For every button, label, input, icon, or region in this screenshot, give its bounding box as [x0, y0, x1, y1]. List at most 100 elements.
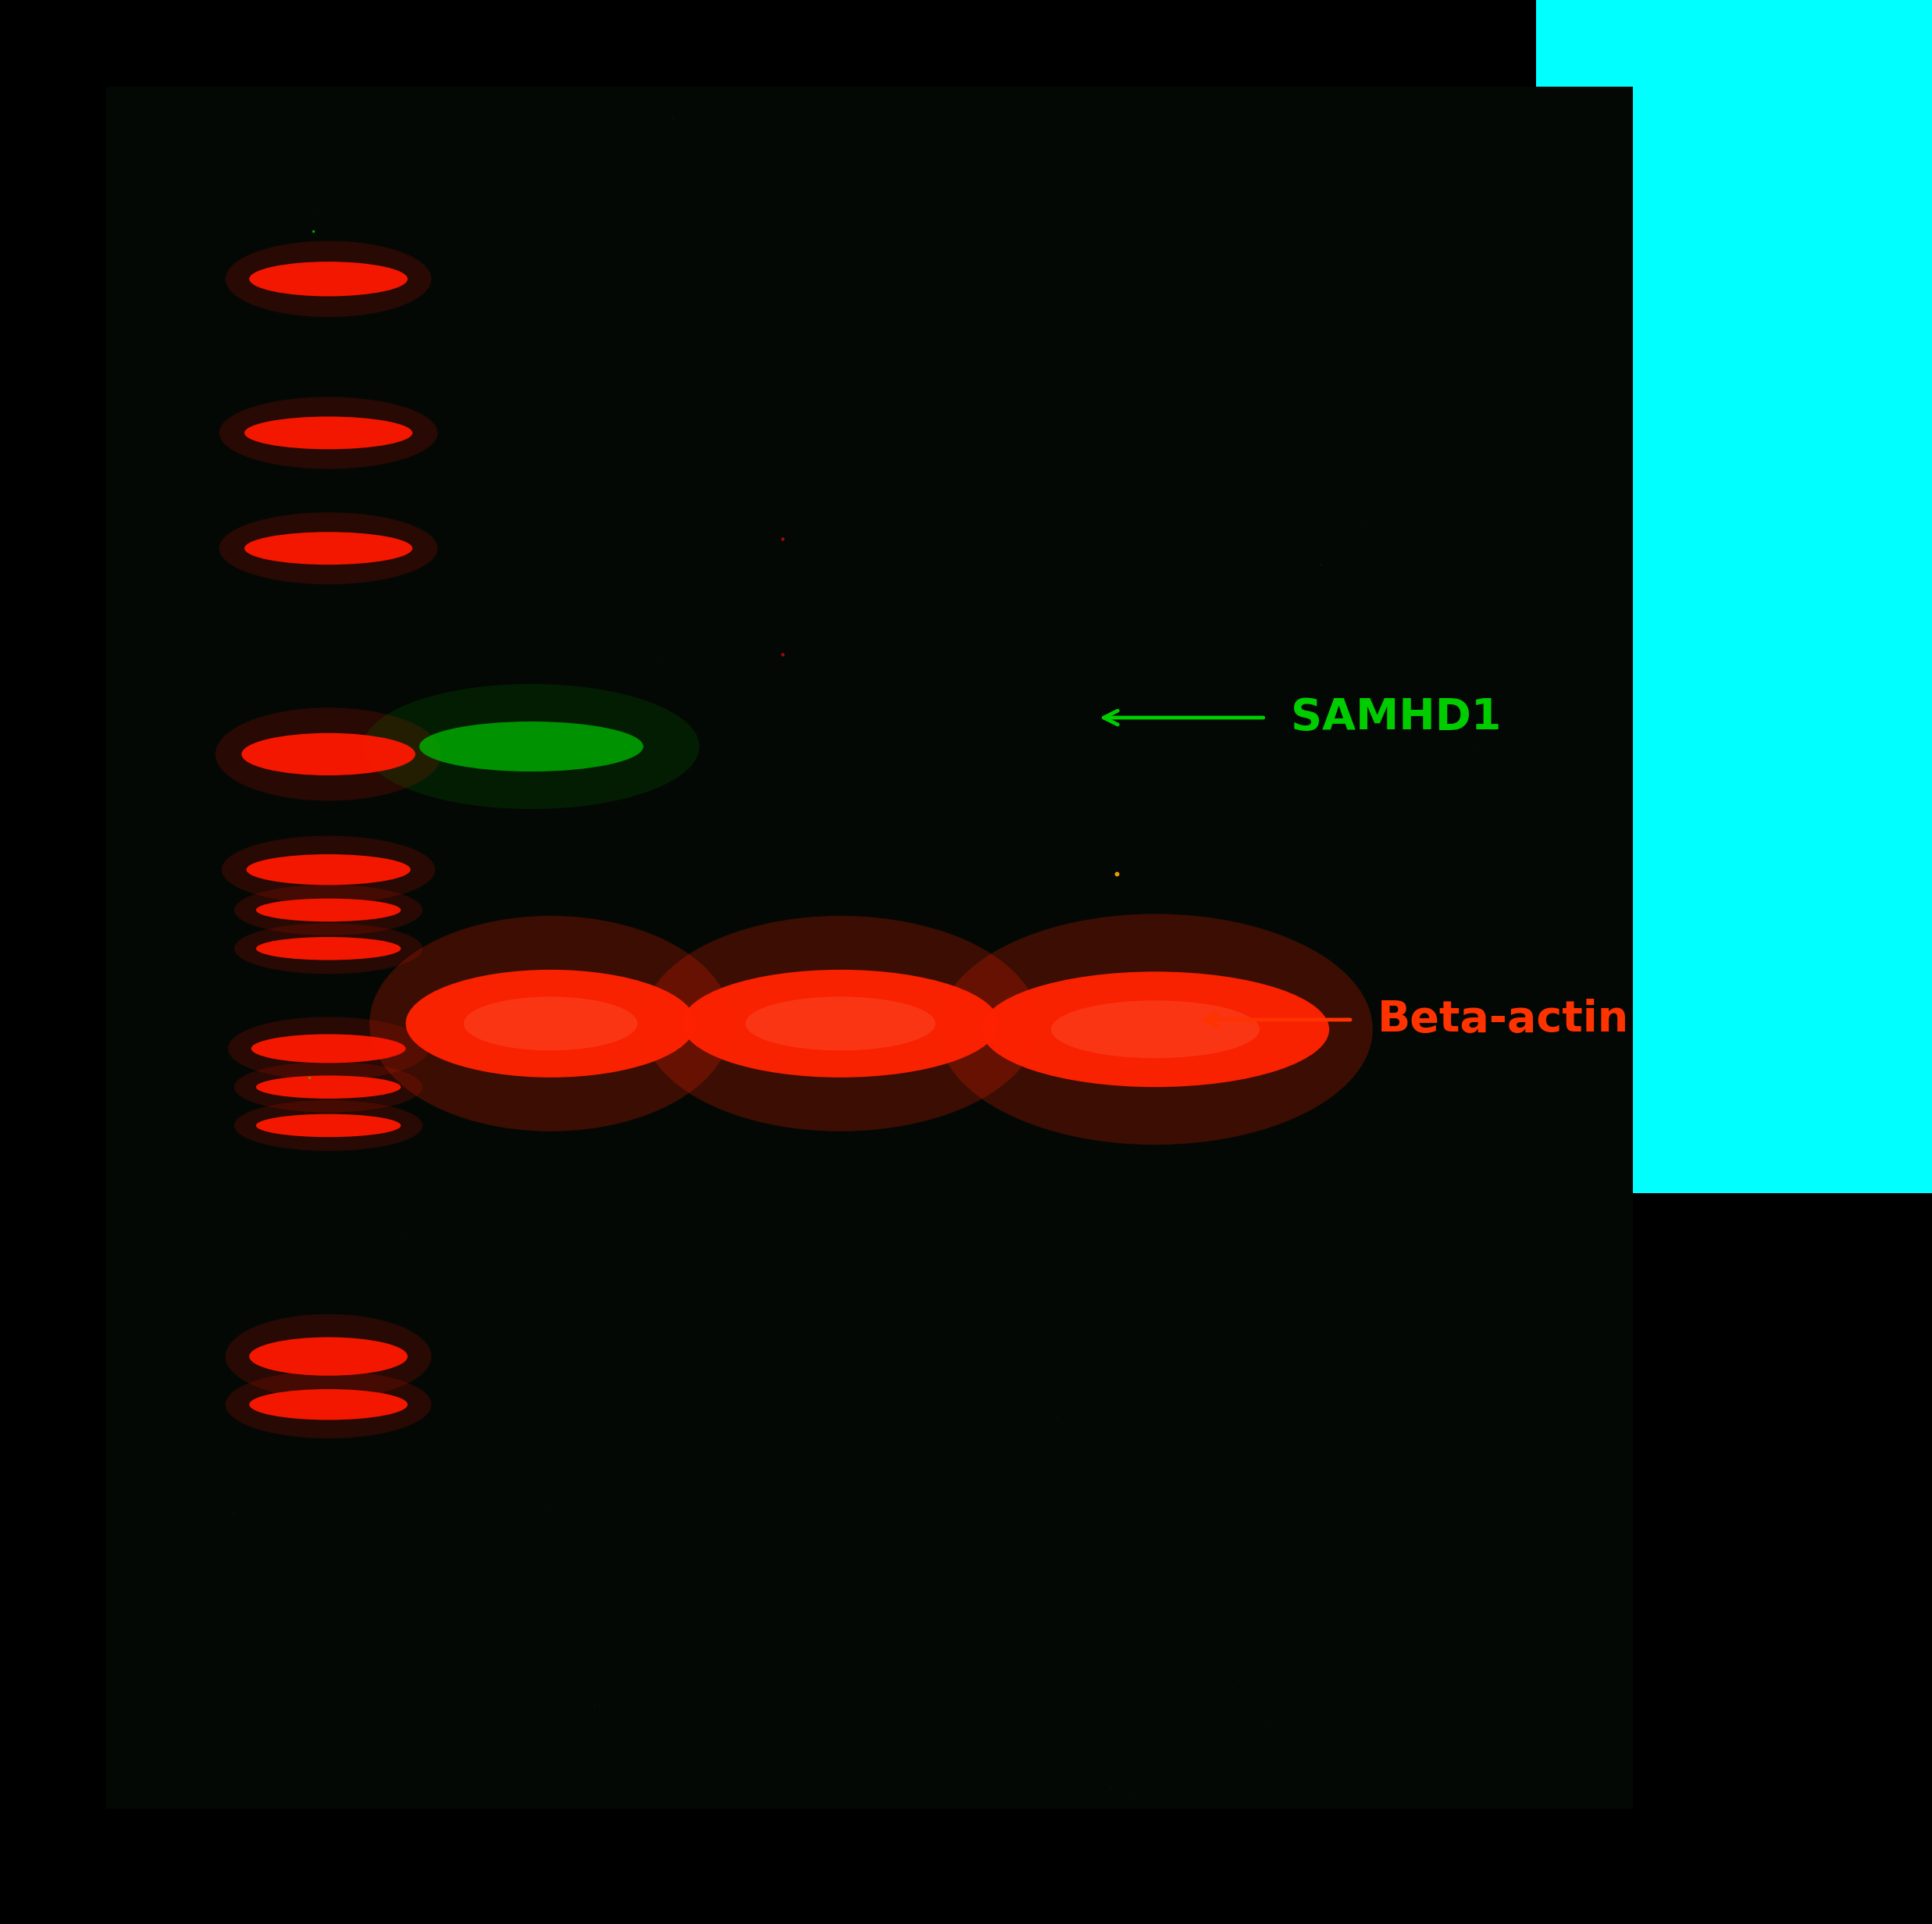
- Point: [1422, 533, 1453, 564]
- Point: [1592, 1620, 1623, 1651]
- Point: [425, 583, 456, 614]
- Point: [390, 1497, 421, 1528]
- Point: [960, 410, 991, 441]
- Point: [294, 1720, 325, 1751]
- Point: [240, 1185, 270, 1216]
- Point: [1470, 1778, 1501, 1809]
- Point: [1320, 483, 1350, 514]
- Point: [1277, 235, 1308, 266]
- Point: [564, 858, 595, 889]
- Ellipse shape: [363, 683, 699, 808]
- Point: [840, 1718, 871, 1749]
- Point: [1582, 206, 1613, 237]
- Point: [645, 645, 676, 675]
- Text: Beta-actin: Beta-actin: [1378, 999, 1629, 1041]
- Point: [357, 956, 388, 987]
- Point: [485, 1560, 516, 1591]
- Point: [904, 198, 935, 229]
- Point: [937, 300, 968, 331]
- Point: [1406, 798, 1437, 829]
- Ellipse shape: [243, 531, 412, 566]
- Point: [249, 252, 280, 283]
- Bar: [1536, 0, 1932, 1193]
- Point: [270, 760, 301, 791]
- Point: [1022, 1322, 1053, 1353]
- Point: [209, 237, 240, 267]
- Point: [997, 1405, 1028, 1435]
- Point: [99, 1620, 129, 1651]
- Point: [898, 812, 929, 843]
- Point: [1420, 583, 1451, 614]
- Point: [1161, 825, 1192, 856]
- Point: [1132, 1568, 1163, 1599]
- Point: [655, 956, 686, 987]
- Point: [1242, 317, 1273, 348]
- Point: [759, 1253, 790, 1283]
- Point: [765, 1162, 796, 1193]
- Point: [327, 1081, 357, 1112]
- Point: [665, 1074, 696, 1104]
- Point: [614, 729, 645, 760]
- Point: [1242, 1582, 1273, 1612]
- Point: [1233, 429, 1264, 460]
- Point: [1109, 337, 1140, 367]
- Point: [699, 1351, 730, 1381]
- Point: [294, 1062, 325, 1093]
- Point: [767, 639, 798, 670]
- Point: [715, 546, 746, 577]
- Point: [267, 702, 298, 733]
- Point: [1602, 1705, 1633, 1735]
- Point: [674, 743, 705, 773]
- Point: [752, 556, 782, 587]
- Point: [1509, 204, 1540, 235]
- Point: [1045, 1043, 1076, 1074]
- Point: [1345, 321, 1376, 352]
- Point: [355, 160, 386, 190]
- Point: [1503, 1593, 1534, 1624]
- Point: [904, 241, 935, 271]
- Point: [348, 475, 379, 506]
- Point: [827, 258, 858, 289]
- Point: [854, 1691, 885, 1722]
- Point: [968, 768, 999, 798]
- Point: [417, 1737, 448, 1768]
- Point: [242, 1470, 272, 1501]
- Point: [336, 627, 367, 658]
- Point: [1488, 1162, 1519, 1193]
- Point: [1306, 550, 1337, 581]
- Point: [1122, 379, 1153, 410]
- Point: [703, 925, 734, 956]
- Point: [311, 1256, 342, 1287]
- Point: [1447, 1568, 1478, 1599]
- Point: [1192, 1499, 1223, 1530]
- Point: [139, 798, 170, 829]
- Point: [1302, 173, 1333, 204]
- Point: [966, 781, 997, 812]
- Point: [1007, 1720, 1037, 1751]
- Point: [137, 260, 168, 291]
- Point: [846, 714, 877, 745]
- Point: [624, 317, 655, 348]
- Point: [1488, 856, 1519, 887]
- Point: [315, 558, 346, 589]
- Point: [792, 1024, 823, 1054]
- Point: [1534, 137, 1565, 167]
- Point: [462, 916, 493, 947]
- Point: [1615, 829, 1646, 860]
- Point: [1573, 633, 1604, 664]
- Ellipse shape: [249, 1389, 408, 1420]
- Point: [962, 1372, 993, 1403]
- Point: [1549, 96, 1580, 127]
- Point: [120, 993, 151, 1024]
- Point: [373, 267, 404, 298]
- Point: [1341, 1739, 1372, 1770]
- Point: [1053, 283, 1084, 314]
- Point: [1018, 387, 1049, 418]
- Point: [1163, 752, 1194, 783]
- Point: [1434, 314, 1464, 344]
- Point: [1115, 1784, 1146, 1814]
- Point: [303, 1212, 334, 1243]
- Point: [398, 96, 429, 127]
- Point: [1349, 1532, 1379, 1562]
- Point: [895, 1726, 925, 1757]
